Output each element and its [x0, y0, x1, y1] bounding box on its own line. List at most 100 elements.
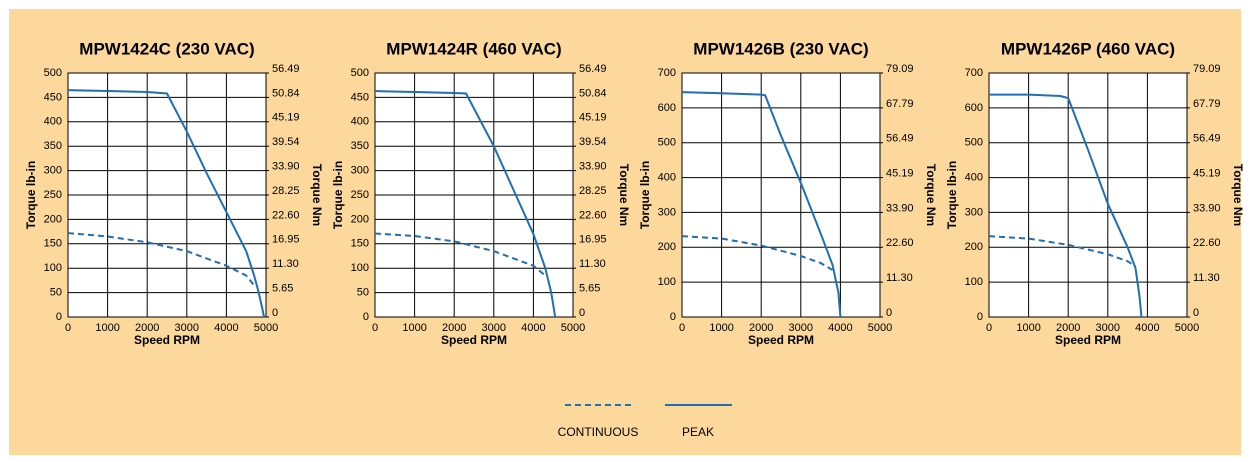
chart-title: MPW1426P (460 VAC) — [1001, 39, 1175, 58]
x-tick-label: 5000 — [1175, 322, 1199, 334]
x-tick-label: 5000 — [254, 322, 278, 334]
y2-tick-label: 5.65 — [579, 283, 600, 295]
y2-tick-label: 39.54 — [272, 136, 300, 148]
x-tick-label: 1000 — [95, 322, 119, 334]
series-line — [988, 235, 1137, 268]
y-tick-label: 450 — [44, 91, 62, 103]
y-tick-label: 350 — [351, 140, 369, 152]
y-tick-label: 100 — [965, 276, 983, 288]
x-tick-label: 1000 — [1016, 322, 1040, 334]
y2-tick-label: 22.60 — [579, 209, 607, 221]
y-tick-label: 0 — [363, 311, 369, 323]
y-tick-label: 100 — [658, 276, 676, 288]
series-line — [67, 89, 266, 318]
y-axis-label: Torque lb-in — [945, 161, 959, 229]
plot-area — [681, 72, 881, 318]
y2-tick-label: 67.79 — [1193, 98, 1221, 110]
y-tick-label: 450 — [351, 91, 369, 103]
y2-tick-label: 11.30 — [1193, 272, 1220, 284]
y2-axis-label: Torque Nm — [1231, 164, 1245, 226]
y-tick-label: 0 — [56, 311, 62, 323]
y-tick-label: 200 — [351, 213, 369, 225]
y2-tick-label: 11.30 — [886, 272, 913, 284]
x-axis-label: Speed RPM — [1055, 333, 1121, 347]
y-tick-label: 300 — [351, 165, 369, 177]
y2-tick-label: 45.19 — [886, 167, 914, 179]
y2-tick-label: 16.95 — [272, 234, 300, 246]
y-tick-label: 300 — [658, 206, 676, 218]
x-tick-label: 4000 — [828, 322, 852, 334]
y2-tick-label: 11.30 — [272, 258, 299, 270]
y2-tick-label: 33.90 — [579, 160, 607, 172]
legend-label: CONTINUOUS — [558, 425, 639, 439]
y2-tick-label: 67.79 — [886, 98, 914, 110]
x-tick-label: 3000 — [175, 322, 199, 334]
y-tick-label: 50 — [357, 287, 369, 299]
y2-tick-label: 33.90 — [272, 160, 300, 172]
chart-title: MPW1424C (230 VAC) — [79, 39, 254, 58]
y2-tick-label: 22.60 — [1193, 237, 1221, 249]
y-tick-label: 200 — [658, 241, 676, 253]
y-tick-label: 400 — [658, 171, 676, 183]
y-axis-label: Torque lb-in — [24, 161, 38, 229]
y2-tick-label: 28.25 — [272, 185, 300, 197]
y2-tick-label: 56.49 — [579, 63, 607, 75]
y2-tick-label: 79.09 — [1193, 63, 1221, 75]
series-line — [681, 235, 833, 271]
series-line — [374, 90, 557, 318]
plot-area — [988, 72, 1188, 318]
x-tick-label: 0 — [65, 322, 71, 334]
y-tick-label: 100 — [351, 262, 369, 274]
y2-tick-label: 39.54 — [579, 136, 607, 148]
x-tick-label: 5000 — [868, 322, 892, 334]
series-line — [989, 93, 1143, 318]
y-tick-label: 300 — [44, 165, 62, 177]
y-tick-label: 700 — [658, 67, 676, 79]
y2-tick-label: 79.09 — [886, 63, 914, 75]
x-tick-label: 0 — [372, 322, 378, 334]
series-line — [681, 91, 842, 318]
series-line — [67, 232, 255, 286]
x-tick-label: 3000 — [482, 322, 506, 334]
x-tick-label: 5000 — [561, 322, 585, 334]
x-tick-label: 1000 — [709, 322, 733, 334]
x-tick-label: 2000 — [442, 322, 466, 334]
x-tick-label: 2000 — [1056, 322, 1080, 334]
y2-tick-label: 33.90 — [886, 202, 914, 214]
y-tick-label: 300 — [965, 206, 983, 218]
y-tick-label: 600 — [965, 102, 983, 114]
y-tick-label: 500 — [965, 137, 983, 149]
y-tick-label: 100 — [44, 262, 62, 274]
y2-tick-label: 0 — [1193, 307, 1199, 319]
x-tick-label: 3000 — [1096, 322, 1120, 334]
x-axis-label: Speed RPM — [134, 333, 200, 347]
x-tick-label: 4000 — [521, 322, 545, 334]
x-tick-label: 0 — [986, 322, 992, 334]
x-tick-label: 4000 — [1135, 322, 1159, 334]
y2-tick-label: 0 — [579, 307, 585, 319]
chart-title: MPW1424R (460 VAC) — [386, 39, 561, 58]
y2-axis-label: Torque Nm — [924, 164, 938, 226]
y-tick-label: 350 — [44, 140, 62, 152]
y-tick-label: 500 — [351, 67, 369, 79]
y2-tick-label: 22.60 — [886, 237, 914, 249]
y2-tick-label: 50.84 — [272, 87, 300, 99]
y-axis-label: Torque lb-in — [638, 161, 652, 229]
y-tick-label: 0 — [977, 311, 983, 323]
y-tick-label: 600 — [658, 102, 676, 114]
series-line — [374, 232, 546, 277]
y2-tick-label: 0 — [886, 307, 892, 319]
y2-tick-label: 16.95 — [579, 234, 607, 246]
y-tick-label: 50 — [50, 287, 62, 299]
y2-tick-label: 28.25 — [579, 185, 607, 197]
y-tick-label: 250 — [44, 189, 62, 201]
y-tick-label: 500 — [44, 67, 62, 79]
chart-title: MPW1426B (230 VAC) — [693, 39, 868, 58]
x-tick-label: 2000 — [135, 322, 159, 334]
x-tick-label: 4000 — [214, 322, 238, 334]
y-tick-label: 400 — [351, 116, 369, 128]
y2-tick-label: 45.19 — [272, 112, 300, 124]
y2-tick-label: 11.30 — [579, 258, 606, 270]
x-tick-label: 1000 — [402, 322, 426, 334]
